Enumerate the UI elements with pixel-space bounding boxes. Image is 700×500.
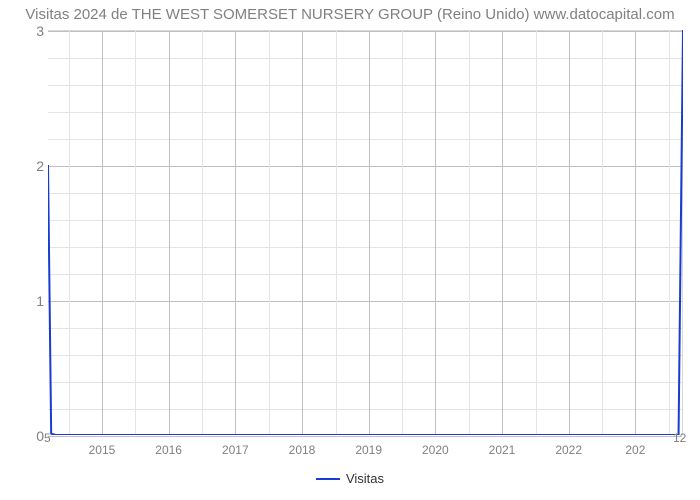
- vgrid-major: [102, 31, 103, 435]
- hgrid-minor: [48, 85, 682, 86]
- hgrid-major: [48, 301, 682, 302]
- x-tick-label: 2020: [422, 443, 449, 457]
- vgrid-minor: [669, 31, 670, 435]
- hgrid-minor: [48, 193, 682, 194]
- y-tick-label: 3: [30, 23, 44, 39]
- vgrid-minor: [269, 31, 270, 435]
- legend-item-visitas: Visitas: [316, 471, 384, 486]
- vgrid-major: [369, 31, 370, 435]
- vgrid-major: [235, 31, 236, 435]
- vgrid-major: [502, 31, 503, 435]
- x-tick-label: 2015: [89, 443, 116, 457]
- hgrid-minor: [48, 355, 682, 356]
- y-tick-label: 0: [30, 428, 44, 444]
- y-tick-label: 1: [30, 293, 44, 309]
- plot-area: 012320152016201720182019202020212022202: [48, 30, 683, 435]
- hgrid-minor: [48, 247, 682, 248]
- x-tick-label: 2022: [555, 443, 582, 457]
- x-tick-label: 2016: [155, 443, 182, 457]
- legend-label: Visitas: [346, 471, 384, 486]
- hgrid-minor: [48, 409, 682, 410]
- hgrid-major: [48, 31, 682, 32]
- vgrid-major: [569, 31, 570, 435]
- hgrid-major: [48, 166, 682, 167]
- x-tick-label: 2017: [222, 443, 249, 457]
- x-tick-label: 2019: [355, 443, 382, 457]
- x-axis-left-label: 5: [44, 431, 51, 445]
- legend: Visitas: [0, 467, 700, 487]
- hgrid-minor: [48, 58, 682, 59]
- vgrid-minor: [336, 31, 337, 435]
- vgrid-minor: [602, 31, 603, 435]
- hgrid-minor: [48, 139, 682, 140]
- vgrid-minor: [135, 31, 136, 435]
- hgrid-minor: [48, 328, 682, 329]
- vgrid-minor: [202, 31, 203, 435]
- vgrid-minor: [69, 31, 70, 435]
- x-tick-label: 2018: [289, 443, 316, 457]
- chart-area: 012320152016201720182019202020212022202: [48, 30, 683, 435]
- vgrid-major: [635, 31, 636, 435]
- x-axis-right-label: 12: [673, 431, 686, 445]
- vgrid-major: [169, 31, 170, 435]
- vgrid-major: [302, 31, 303, 435]
- x-tick-label: 2021: [489, 443, 516, 457]
- x-tick-label: 202: [625, 443, 645, 457]
- vgrid-minor: [469, 31, 470, 435]
- chart-title: Visitas 2024 de THE WEST SOMERSET NURSER…: [0, 6, 700, 23]
- legend-swatch: [316, 478, 340, 480]
- hgrid-minor: [48, 112, 682, 113]
- hgrid-minor: [48, 274, 682, 275]
- hgrid-major: [48, 436, 682, 437]
- vgrid-minor: [536, 31, 537, 435]
- y-tick-label: 2: [30, 158, 44, 174]
- hgrid-minor: [48, 220, 682, 221]
- vgrid-minor: [402, 31, 403, 435]
- vgrid-major: [435, 31, 436, 435]
- hgrid-minor: [48, 382, 682, 383]
